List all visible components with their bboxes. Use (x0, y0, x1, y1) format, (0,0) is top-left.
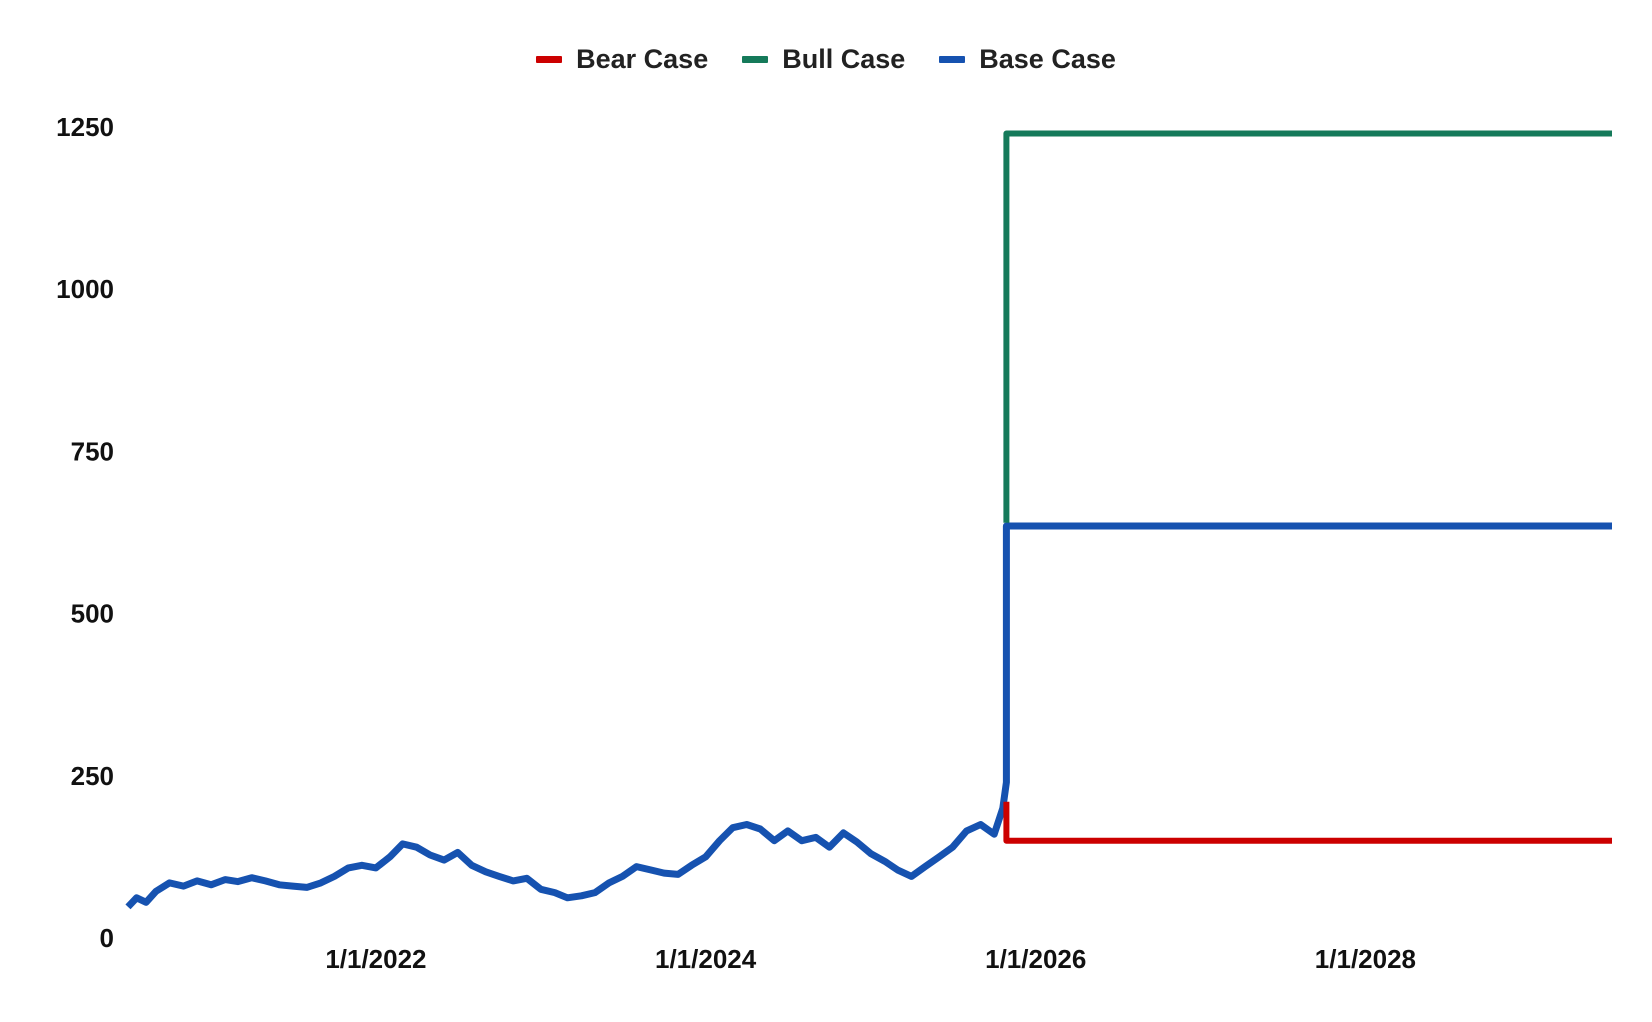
bear-case-swatch (536, 56, 563, 63)
y-tick-label: 250 (71, 761, 114, 791)
bull-case-line[interactable] (1003, 130, 1612, 523)
y-tick-label: 0 (100, 923, 114, 953)
legend: Bear Case Bull Case Base Case (0, 44, 1652, 75)
legend-label: Base Case (979, 44, 1116, 74)
bear-case-line[interactable] (1003, 801, 1612, 844)
y-tick-label: 1250 (56, 112, 114, 142)
base-case-swatch (939, 56, 966, 63)
legend-item-base[interactable]: Base Case (939, 44, 1116, 75)
base-case-line[interactable] (125, 522, 1612, 910)
x-tick-label: 1/1/2024 (655, 944, 757, 974)
y-tick-label: 750 (71, 436, 114, 466)
legend-item-bull[interactable]: Bull Case (742, 44, 905, 75)
x-tick-label: 1/1/2026 (985, 944, 1086, 974)
bull-case-swatch (742, 56, 769, 63)
legend-label: Bear Case (576, 44, 709, 74)
legend-item-bear[interactable]: Bear Case (536, 44, 708, 75)
y-tick-label: 500 (71, 599, 114, 629)
y-tick-label: 1000 (56, 274, 114, 304)
legend-label: Bull Case (782, 44, 906, 74)
x-tick-label: 1/1/2022 (325, 944, 426, 974)
x-tick-label: 1/1/2028 (1315, 944, 1416, 974)
